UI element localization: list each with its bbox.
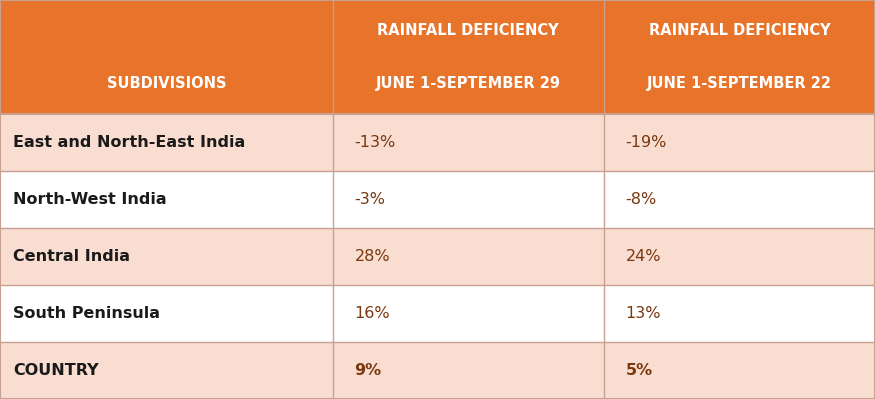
Text: Central India: Central India xyxy=(13,249,130,264)
Text: 24%: 24% xyxy=(626,249,662,264)
Text: 5%: 5% xyxy=(626,363,653,378)
Text: RAINFALL DEFICIENCY: RAINFALL DEFICIENCY xyxy=(648,23,830,38)
Bar xyxy=(0,285,875,342)
Text: 28%: 28% xyxy=(354,249,390,264)
Text: South Peninsula: South Peninsula xyxy=(13,306,160,321)
Text: 13%: 13% xyxy=(626,306,662,321)
Text: COUNTRY: COUNTRY xyxy=(13,363,99,378)
Text: 16%: 16% xyxy=(354,306,390,321)
Text: -8%: -8% xyxy=(626,192,657,207)
Text: East and North-East India: East and North-East India xyxy=(13,135,245,150)
Bar xyxy=(0,342,875,399)
Text: North-West India: North-West India xyxy=(13,192,167,207)
Text: 9%: 9% xyxy=(354,363,382,378)
Text: SUBDIVISIONS: SUBDIVISIONS xyxy=(107,75,226,91)
Bar xyxy=(0,171,875,228)
Text: JUNE 1-SEPTEMBER 22: JUNE 1-SEPTEMBER 22 xyxy=(647,75,832,91)
Text: -3%: -3% xyxy=(354,192,385,207)
Bar xyxy=(0,228,875,285)
Text: -19%: -19% xyxy=(626,135,667,150)
Bar xyxy=(0,0,875,114)
Text: JUNE 1-SEPTEMBER 29: JUNE 1-SEPTEMBER 29 xyxy=(375,75,561,91)
Text: RAINFALL DEFICIENCY: RAINFALL DEFICIENCY xyxy=(377,23,559,38)
Bar xyxy=(0,114,875,171)
Text: -13%: -13% xyxy=(354,135,396,150)
